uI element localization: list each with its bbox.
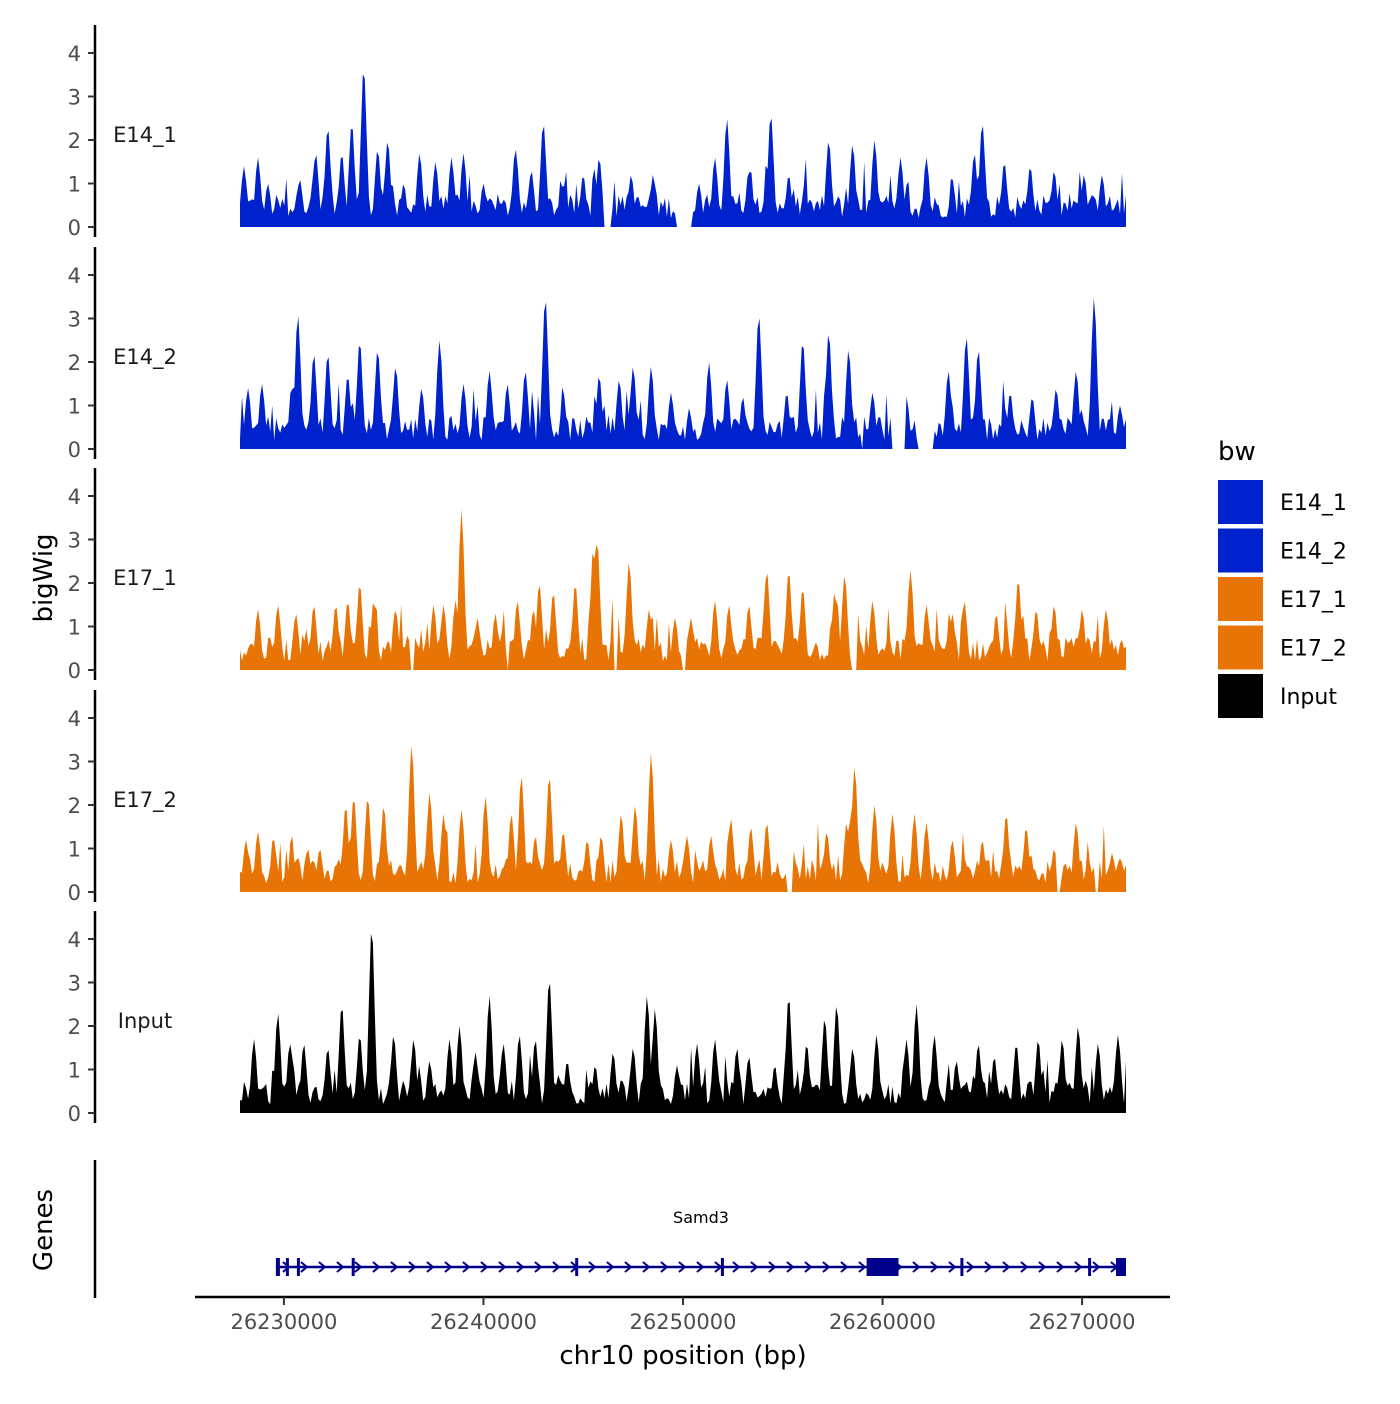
legend-label: E14_2 [1280,540,1347,565]
track-Input: 0 1 2 3 4 Input [68,911,1126,1126]
track-label: E14_2 [113,345,177,370]
x-tick-label: 26260000 [829,1310,936,1334]
signal-area-E17_1 [240,509,1126,670]
y-axis-title: bigWig [29,533,59,622]
track-label: E17_2 [113,788,177,813]
y-tick-label: 1 [68,838,81,862]
y-tick-label: 1 [68,173,81,197]
legend-label: E14_1 [1280,491,1347,516]
legend-title: bw [1218,437,1256,467]
x-tick-label: 26240000 [430,1310,537,1334]
signal-area-Input [240,934,1126,1113]
y-tick-label: 0 [68,659,81,683]
legend-swatch [1218,577,1263,621]
gene-exon [297,1258,300,1276]
gene-exon [575,1258,578,1276]
gene-exon [1088,1258,1091,1276]
y-tick-label: 4 [68,264,81,288]
y-tick-label: 2 [68,572,81,596]
gene-exon [286,1258,289,1276]
track-E14_2: 0 1 2 3 4 E14_2 [68,247,1126,462]
legend: bw E14_1 E14_2 E17_1 E17_2 Input [1218,437,1347,718]
tracks-layer: 0 1 2 3 4 E14_1 0 1 2 3 4 E14_2 0 1 2 3 4 E17_1 0 1 2 3 4 E17_2… [68,25,1126,1126]
y-tick-label: 0 [68,216,81,240]
track-E14_1: 0 1 2 3 4 E14_1 [68,25,1126,240]
y-tick-label: 0 [68,881,81,905]
y-tick-label: 1 [68,395,81,419]
genes-layer: Samd3 [95,1160,1126,1298]
y-tick-label: 4 [68,42,81,66]
x-tick-label: 26270000 [1029,1310,1136,1334]
y-tick-label: 0 [68,1102,81,1126]
x-tick-label: 26230000 [230,1310,337,1334]
y-tick-label: 0 [68,438,81,462]
signal-area-E14_1 [240,74,1126,227]
x-axis-title: chr10 position (bp) [559,1341,806,1371]
y-tick-label: 1 [68,616,81,640]
gene-Samd3: Samd3 [276,1208,1126,1276]
y-tick-label: 2 [68,351,81,375]
y-tick-label: 2 [68,1015,81,1039]
gene-exon [276,1258,280,1276]
legend-label: Input [1280,685,1337,710]
legend-label: E17_1 [1280,588,1347,613]
legend-swatch [1218,626,1263,670]
signal-area-E17_2 [240,746,1126,892]
y-tick-label: 3 [68,308,81,332]
y-tick-label: 2 [68,129,81,153]
track-label: E17_1 [113,566,177,591]
signal-area-E14_2 [240,298,1126,449]
gene-exon [867,1258,899,1276]
legend-swatch [1218,529,1263,573]
y-tick-label: 2 [68,794,81,818]
y-tick-label: 4 [68,928,81,952]
legend-swatch [1218,674,1263,718]
track-label: Input [118,1009,172,1033]
track-E17_2: 0 1 2 3 4 E17_2 [68,690,1126,905]
x-tick-label: 26250000 [630,1310,737,1334]
gene-exon [352,1258,355,1276]
y-tick-label: 1 [68,1059,81,1083]
y-tick-label: 3 [68,86,81,110]
gene-exon [1116,1258,1126,1276]
x-axis: 26230000 26240000 26250000 26260000 26270000 [195,1297,1170,1334]
legend-label: E17_2 [1280,637,1347,662]
y-tick-label: 3 [68,751,81,775]
track-E17_1: 0 1 2 3 4 E17_1 [68,468,1126,683]
gene-exon [721,1258,724,1276]
y-tick-label: 4 [68,707,81,731]
gene-exon [960,1258,963,1276]
legend-swatch [1218,480,1263,524]
y-tick-label: 4 [68,485,81,509]
gene-label: Samd3 [673,1208,729,1227]
y-tick-label: 3 [68,972,81,996]
track-label: E14_1 [113,123,177,148]
y-tick-label: 3 [68,529,81,553]
genes-axis-title: Genes [29,1189,59,1271]
